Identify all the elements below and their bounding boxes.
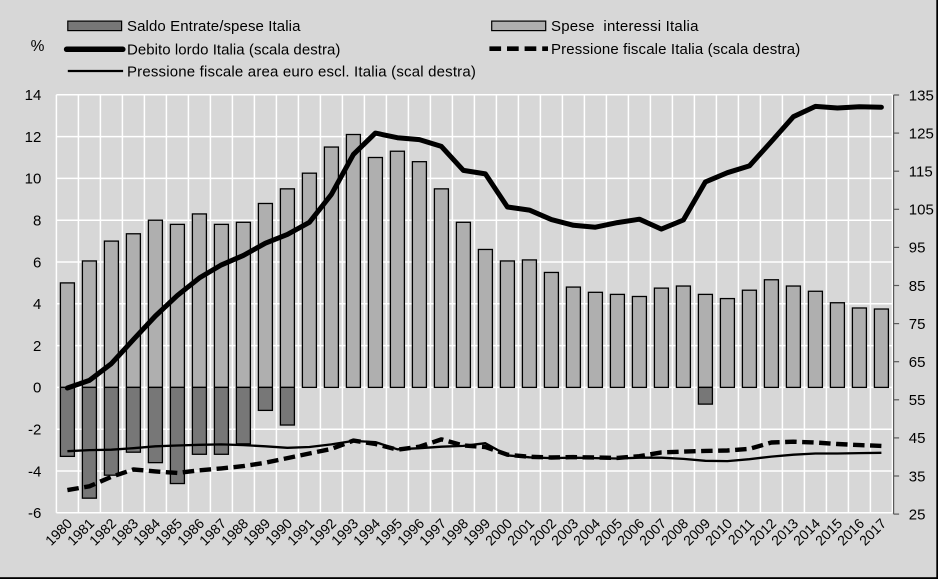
svg-text:12: 12 — [25, 129, 42, 146]
svg-text:35: 35 — [909, 468, 926, 485]
svg-text:-4: -4 — [28, 463, 41, 480]
svg-text:Saldo Entrate/spese Italia: Saldo Entrate/spese Italia — [127, 18, 301, 35]
svg-text:135: 135 — [909, 87, 934, 104]
svg-text:Spese interessi Italia: Spese interessi Italia — [551, 18, 699, 35]
svg-text:25: 25 — [909, 506, 926, 523]
svg-text:Debito lordo Italia (scala des: Debito lordo Italia (scala destra) — [127, 42, 340, 59]
svg-text:2: 2 — [33, 338, 41, 355]
svg-text:4: 4 — [33, 296, 41, 313]
svg-text:-2: -2 — [28, 422, 41, 439]
svg-text:95: 95 — [909, 240, 926, 257]
svg-text:14: 14 — [25, 87, 42, 104]
svg-text:%: % — [31, 38, 45, 55]
svg-text:Pressione fiscale area euro es: Pressione fiscale area euro escl. Italia… — [127, 63, 476, 80]
svg-text:85: 85 — [909, 278, 926, 295]
svg-text:6: 6 — [33, 254, 41, 271]
svg-text:8: 8 — [33, 213, 41, 230]
svg-text:75: 75 — [909, 316, 926, 333]
svg-text:125: 125 — [909, 125, 934, 142]
svg-text:-6: -6 — [28, 505, 41, 522]
svg-text:105: 105 — [909, 202, 934, 219]
svg-text:0: 0 — [33, 380, 41, 397]
svg-text:10: 10 — [25, 171, 42, 188]
svg-text:45: 45 — [909, 430, 926, 447]
svg-text:115: 115 — [909, 164, 933, 181]
svg-text:65: 65 — [909, 354, 926, 371]
svg-text:Pressione fiscale Italia (scal: Pressione fiscale Italia (scala destra) — [551, 41, 800, 58]
svg-text:55: 55 — [909, 392, 926, 409]
